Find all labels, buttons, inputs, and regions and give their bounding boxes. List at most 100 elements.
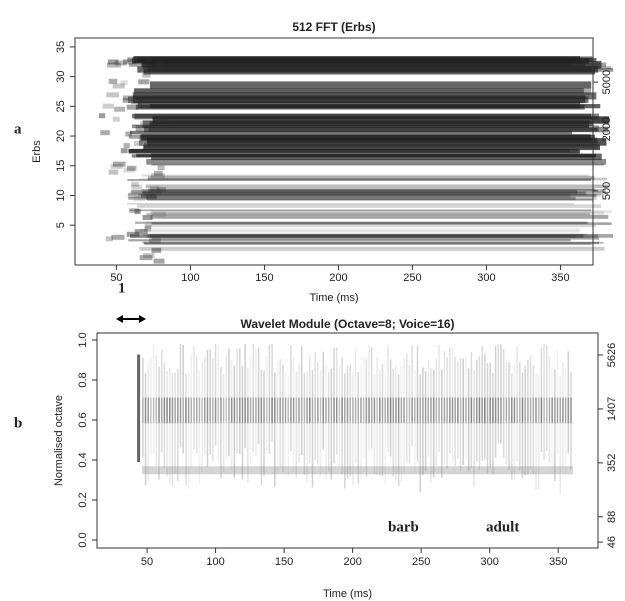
texture [152, 397, 155, 424]
texture [405, 353, 408, 463]
chart-title: 512 FFT (Erbs) [292, 20, 375, 34]
texture [416, 397, 419, 424]
texture [440, 397, 443, 424]
texture [110, 163, 123, 169]
texture [309, 397, 311, 424]
texture [543, 344, 545, 460]
texture [284, 397, 287, 424]
texture [524, 397, 526, 424]
y2-tick-label: 2000 [601, 117, 613, 141]
texture [298, 397, 300, 424]
texture [317, 397, 319, 424]
texture [397, 374, 400, 487]
chart-title: Wavelet Module (Octave=8; Voice=16) [240, 317, 454, 331]
texture [158, 366, 160, 480]
texture [322, 397, 325, 424]
texture [333, 348, 335, 464]
texture [225, 397, 228, 424]
texture [535, 397, 537, 424]
texture [252, 343, 254, 452]
texture [112, 83, 125, 89]
texture [292, 357, 295, 473]
texture [543, 397, 545, 424]
y-tick-label: 0.0 [77, 532, 89, 547]
texture [146, 212, 590, 216]
texture [376, 356, 378, 475]
texture [241, 365, 244, 480]
texture [306, 372, 308, 483]
texture [467, 397, 470, 424]
texture [567, 397, 570, 424]
texture [556, 350, 559, 455]
x-axis-label: Time (ms) [323, 588, 372, 600]
texture [368, 344, 370, 451]
texture [222, 397, 225, 424]
texture [435, 397, 438, 424]
texture [295, 397, 298, 424]
texture [190, 397, 193, 424]
texture [279, 397, 281, 424]
texture [255, 348, 257, 457]
texture [182, 344, 184, 454]
x-tick-label: 100 [206, 556, 224, 568]
texture [319, 397, 322, 424]
texture [114, 60, 127, 66]
texture [532, 364, 535, 475]
texture [263, 370, 265, 476]
texture [430, 397, 432, 424]
texture [513, 397, 516, 424]
texture [319, 370, 322, 476]
texture [137, 354, 141, 462]
texture [500, 344, 502, 444]
texture [142, 357, 144, 458]
texture [411, 345, 413, 446]
texture [139, 120, 153, 126]
x-tick-label: 100 [181, 272, 199, 284]
texture [362, 397, 365, 424]
texture [484, 354, 486, 460]
texture [122, 97, 130, 103]
texture [554, 369, 556, 482]
texture [352, 372, 354, 485]
texture [151, 222, 612, 225]
texture [148, 238, 161, 244]
texture [149, 121, 593, 126]
texture [150, 397, 152, 424]
texture [142, 397, 144, 424]
texture [179, 397, 182, 424]
texture [476, 359, 478, 462]
texture [473, 370, 475, 487]
texture [354, 397, 357, 424]
texture [148, 66, 612, 70]
plot-frame [74, 37, 594, 266]
texture [182, 397, 184, 424]
texture [325, 397, 327, 424]
texture [462, 397, 465, 424]
texture [120, 148, 128, 154]
texture [160, 349, 163, 453]
texture [532, 397, 535, 424]
texture [564, 397, 567, 424]
texture [314, 352, 316, 460]
texture [287, 375, 290, 477]
texture [274, 372, 276, 487]
texture [123, 167, 135, 173]
texture [451, 397, 454, 424]
texture [105, 236, 113, 242]
texture [98, 113, 106, 119]
texture [465, 397, 467, 424]
x-tick-label: 350 [551, 272, 569, 284]
texture [284, 371, 287, 469]
texture [327, 371, 330, 472]
texture [127, 203, 574, 205]
texture [142, 241, 604, 244]
texture [422, 397, 424, 424]
texture [309, 355, 311, 463]
texture [341, 357, 343, 475]
texture [225, 355, 228, 460]
texture [220, 367, 222, 479]
x-tick-label: 150 [255, 272, 273, 284]
texture [128, 148, 580, 154]
x-tick-label: 250 [403, 272, 421, 284]
